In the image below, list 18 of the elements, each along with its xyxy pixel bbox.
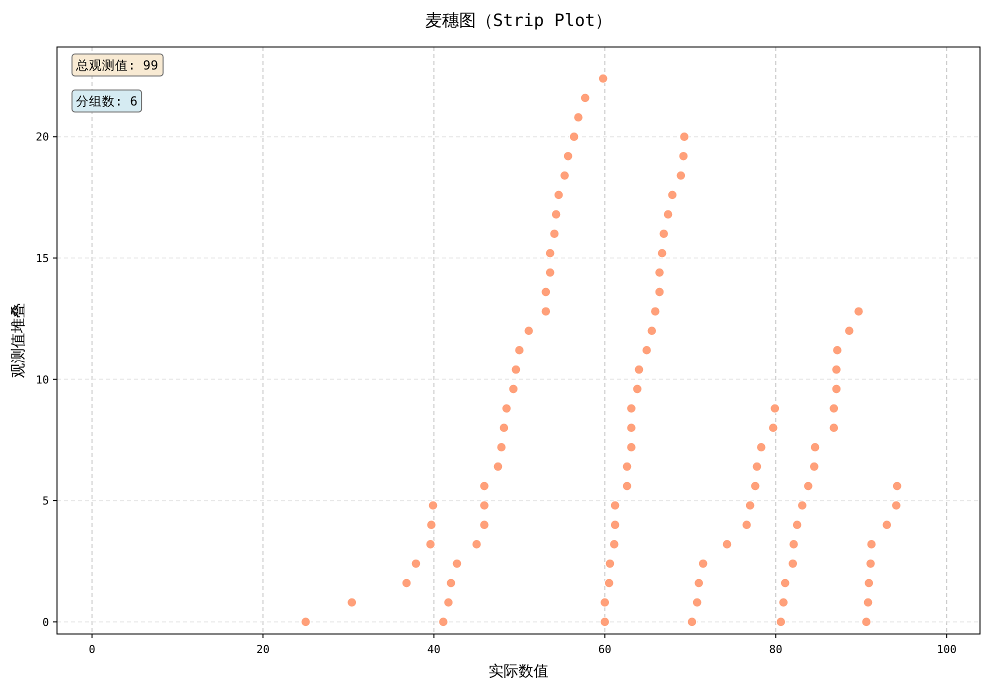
y-axis-title: 观测值堆叠 [9,303,27,378]
x-tick-label: 0 [88,643,96,656]
annotation: 总观测值: 99 [75,58,158,72]
annotation: 分组数: 6 [72,90,142,112]
y-tick-label: 15 [36,252,49,266]
x-tick-label: 80 [769,643,782,656]
chart-title: 麦穗图（Strip Plot） [424,11,612,31]
x-axis-title: 实际数值 [488,662,548,680]
y-tick-label: 5 [42,494,49,508]
y-tick-label: 10 [36,373,49,386]
annotation: 总观测值: 99 [72,54,164,76]
y-tick-label: 20 [36,130,49,144]
x-tick-label: 20 [256,643,270,656]
x-tick-label: 100 [936,643,957,656]
annotation: 分组数: 6 [76,94,138,108]
y-tick-label: 0 [42,616,49,629]
x-tick-label: 60 [598,643,612,656]
x-tick-label: 40 [427,643,441,656]
